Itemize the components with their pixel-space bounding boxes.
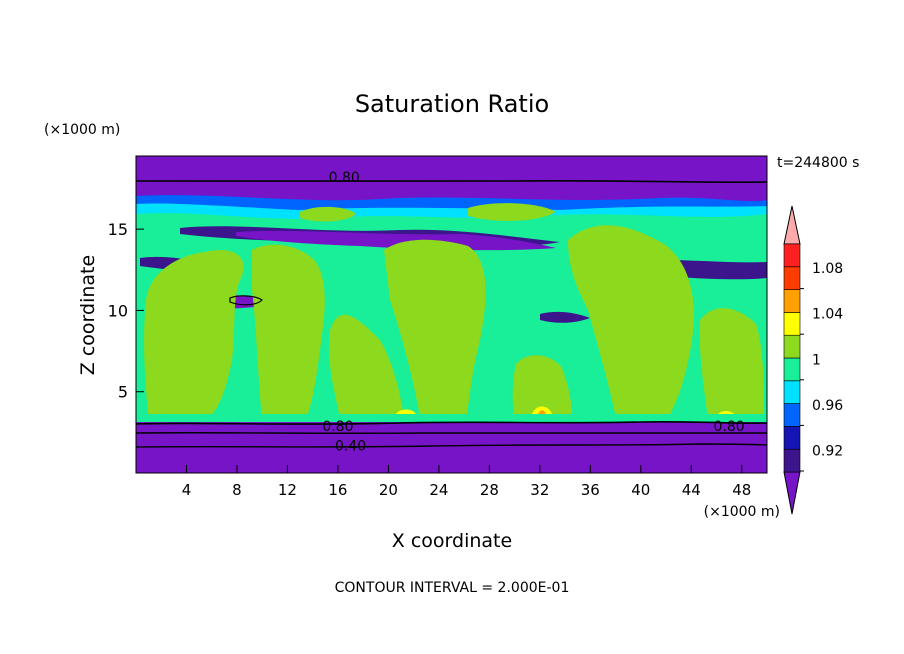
blue-band <box>136 195 767 210</box>
colorbar-bin <box>783 403 801 427</box>
x-tick-label: 16 <box>328 481 347 499</box>
x-tick-label: 36 <box>581 481 600 499</box>
contour-labels: 0.80 0.80 0.80 0.40 <box>322 170 744 454</box>
y-tick-label: 5 <box>118 383 128 402</box>
y-tick-label: 10 <box>108 301 128 320</box>
timestamp-label: t=244800 s <box>777 155 859 171</box>
contour-label: 0.80 <box>714 419 745 435</box>
colorbar-bin <box>783 334 801 359</box>
colorbar-tick-label: 1.04 <box>812 307 843 323</box>
x-unit-label: (×1000 m) <box>704 504 780 520</box>
cloud-column-7 <box>699 308 764 418</box>
dry-pocket-b <box>540 311 590 323</box>
cloud-column-3 <box>328 314 404 418</box>
cloud-upper-1 <box>300 206 356 222</box>
cloud-column-6 <box>568 225 694 418</box>
colorbar-tick-label: 0.96 <box>812 398 843 414</box>
colorbar-bin <box>783 448 801 473</box>
y-axis-title: Z coordinate <box>77 255 99 375</box>
plot-area <box>136 156 767 473</box>
colorbar-under-triangle <box>783 471 801 515</box>
cloud-column-2 <box>252 244 325 418</box>
contour-label: 0.80 <box>329 170 360 186</box>
x-tick-label: 20 <box>379 481 398 499</box>
x-tick-label: 44 <box>682 481 701 499</box>
x-axis-title: X coordinate <box>392 530 512 552</box>
y-tick-label: 15 <box>108 220 128 239</box>
x-tick-label: 4 <box>182 481 192 499</box>
chart-title: Saturation Ratio <box>355 90 549 118</box>
contour-interval-note: CONTOUR INTERVAL = 2.000E-01 <box>335 580 570 596</box>
contour-label: 0.40 <box>335 438 366 454</box>
warm-spot-4 <box>718 411 734 414</box>
dry-intrusion-mid <box>236 230 556 251</box>
colorbar-tick-label: 1.08 <box>812 261 843 277</box>
contour-0.80-top <box>136 179 767 184</box>
plot-frame <box>135 155 768 474</box>
colorbar-over-triangle <box>783 205 801 245</box>
cloud-column-4 <box>384 239 486 418</box>
y-unit-label: (×1000 m) <box>44 122 120 138</box>
warm-spot-3 <box>538 410 546 414</box>
colorbar-bin <box>783 426 801 450</box>
contour-dark-eddy <box>229 295 263 306</box>
warm-spot-1 <box>396 409 416 414</box>
x-tick-label: 8 <box>232 481 242 499</box>
contour-0.60 <box>136 432 767 434</box>
colorbar: 0.92 0.96 1 1.04 1.08 <box>783 205 843 515</box>
x-tick-label: 32 <box>530 481 549 499</box>
x-tick-label: 24 <box>429 481 448 499</box>
x-tick-label: 28 <box>480 481 499 499</box>
y-axis: 5 10 15 <box>108 220 144 402</box>
upper-dry-layer <box>136 156 767 194</box>
colorbar-bin <box>783 380 801 404</box>
x-tick-label: 48 <box>732 481 751 499</box>
colorbar-bin <box>783 289 801 313</box>
colorbar-bin <box>783 266 801 290</box>
colorbar-bin <box>783 312 801 336</box>
lower-dry-layer <box>136 422 767 473</box>
cloud-upper-2 <box>468 203 556 221</box>
cloud-column-1 <box>144 250 244 414</box>
colorbar-tick-label: 0.92 <box>812 443 843 459</box>
moist-base-band <box>136 414 767 422</box>
contour-0.80-base <box>136 420 767 425</box>
colorbar-tick-label: 1 <box>812 352 821 368</box>
x-axis: 4 8 12 16 20 24 28 32 36 40 44 48 <box>182 465 751 499</box>
x-tick-label: 12 <box>278 481 297 499</box>
x-tick-label: 40 <box>631 481 650 499</box>
contour-label: 0.80 <box>322 419 353 435</box>
cloud-column-5 <box>512 355 572 418</box>
colorbar-bin <box>783 243 801 268</box>
contour-0.40 <box>136 443 767 448</box>
colorbar-bin <box>783 357 801 382</box>
